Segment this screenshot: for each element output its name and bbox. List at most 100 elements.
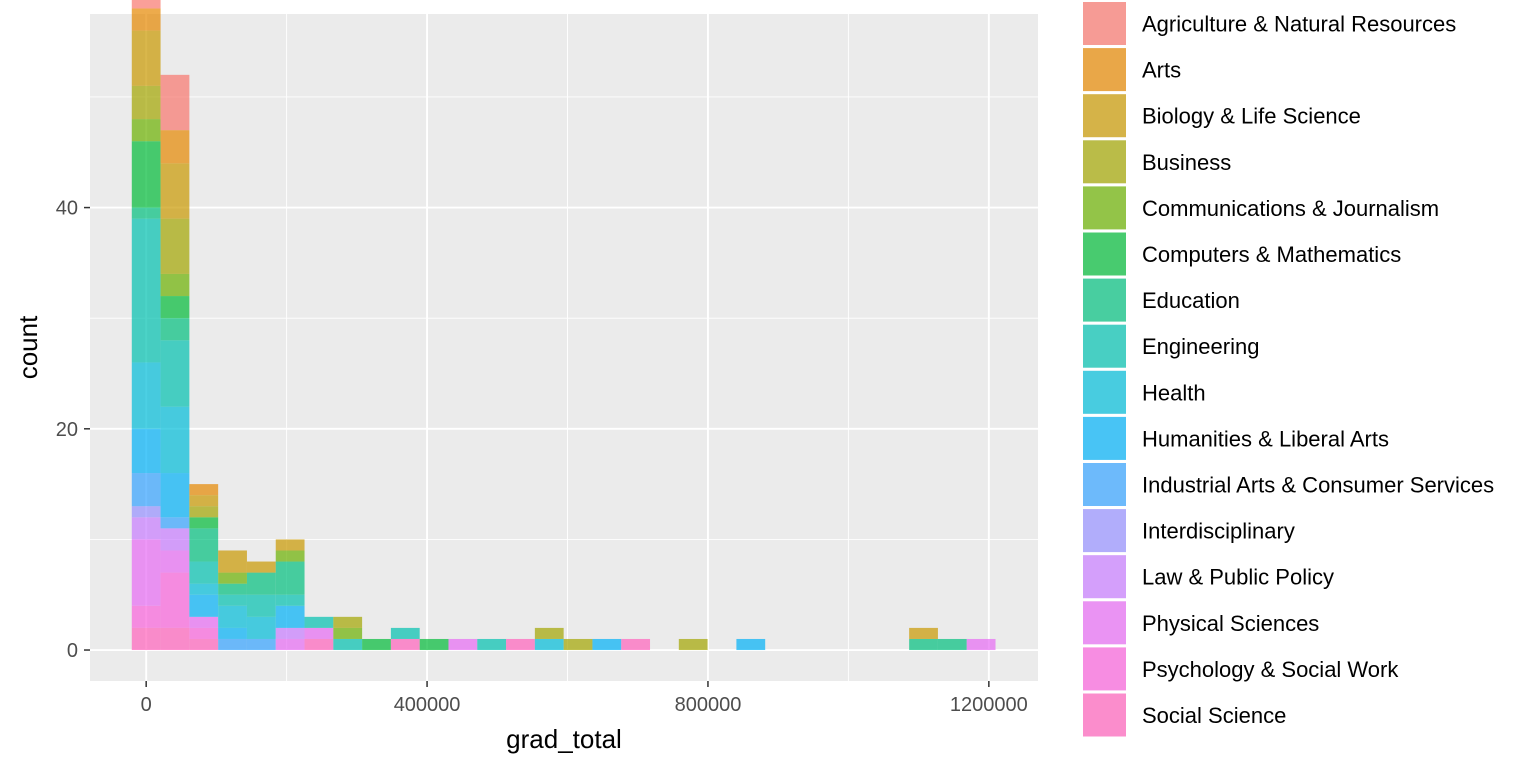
bar-segment — [131, 8, 161, 31]
legend-label: Industrial Arts & Consumer Services — [1142, 473, 1494, 498]
legend-key-swatch — [1083, 463, 1126, 506]
bar-segment — [160, 163, 190, 219]
bar-segment — [275, 539, 305, 551]
bar-segment — [218, 594, 247, 606]
bar-segment — [189, 594, 219, 617]
legend-label: Humanities & Liberal Arts — [1142, 426, 1389, 451]
bar-segment — [131, 362, 161, 429]
bar-segment — [189, 517, 219, 529]
legend-label: Communications & Journalism — [1142, 196, 1439, 221]
legend-key-swatch — [1083, 509, 1126, 553]
legend-label: Business — [1142, 150, 1231, 175]
x-tick-label: 0 — [141, 694, 152, 716]
bar-segment — [937, 638, 967, 651]
legend-label: Psychology & Social Work — [1142, 657, 1399, 682]
axes: 0 400000 800000 1200000 0 20 40 — [56, 198, 1028, 716]
legend: Agriculture & Natural Resources Arts Biolo… — [1083, 2, 1494, 737]
histogram-bars — [131, 0, 996, 651]
legend-label: Arts — [1142, 58, 1181, 83]
bar-segment — [160, 273, 190, 297]
bar-segment — [909, 627, 938, 639]
bar-segment — [909, 638, 938, 651]
bar-segment — [246, 572, 276, 595]
bar-segment — [246, 638, 276, 651]
bar-segment — [304, 616, 334, 628]
bar-segment — [218, 550, 247, 573]
y-tick-label: 0 — [67, 640, 78, 662]
bar-segment — [246, 594, 276, 617]
bar-segment — [160, 218, 190, 274]
legend-key-swatch — [1083, 324, 1126, 368]
legend-key-swatch — [1083, 2, 1126, 45]
bar-segment — [189, 638, 219, 651]
bar-segment — [534, 638, 564, 651]
bar-segment — [160, 528, 190, 551]
y-tick-label: 20 — [56, 419, 78, 441]
bar-segment — [160, 627, 190, 651]
bar-segment — [160, 572, 190, 628]
bar-segment — [160, 473, 190, 518]
bar-segment — [131, 0, 161, 9]
legend-label: Computers & Mathematics — [1142, 242, 1401, 267]
legend-key-swatch — [1083, 94, 1126, 138]
x-axis-title: grad_total — [506, 724, 622, 754]
legend-key-swatch — [1083, 278, 1126, 322]
bar-segment — [160, 318, 190, 341]
legend-label: Social Science — [1142, 703, 1286, 728]
bar-segment — [304, 627, 334, 639]
bar-segment — [621, 638, 651, 651]
bar-segment — [131, 428, 161, 474]
bar-segment — [189, 561, 219, 584]
bar-segment — [218, 638, 247, 651]
bar-segment — [189, 627, 219, 639]
legend-key-swatch — [1083, 555, 1126, 599]
x-tick-label: 800000 — [675, 694, 742, 716]
bar-segment — [333, 638, 363, 651]
bar-segment — [448, 638, 478, 651]
legend-key-swatch — [1083, 232, 1126, 276]
bar-segment — [131, 119, 161, 142]
bar-segment — [131, 85, 161, 120]
bar-segment — [275, 594, 305, 606]
bar-segment — [218, 572, 247, 584]
bar-segment — [131, 517, 161, 540]
bar-segment — [362, 638, 391, 651]
bar-segment — [218, 605, 247, 628]
legend-label: Health — [1142, 380, 1206, 405]
legend-key-swatch — [1083, 186, 1126, 230]
y-tick-label: 40 — [56, 198, 78, 220]
bar-segment — [477, 638, 507, 651]
bar-segment — [131, 218, 161, 363]
bar-segment — [131, 207, 161, 219]
bar-segment — [563, 638, 593, 651]
bar-segment — [246, 561, 276, 573]
legend-key-swatch — [1083, 647, 1126, 691]
legend-label: Physical Sciences — [1142, 611, 1319, 636]
bar-segment — [131, 141, 161, 208]
bar-segment — [304, 638, 334, 651]
bar-segment — [275, 561, 305, 595]
bar-segment — [189, 484, 219, 496]
bar-segment — [275, 605, 305, 628]
bar-segment — [275, 550, 305, 562]
y-axis-title: count — [13, 315, 43, 379]
bar-segment — [736, 638, 766, 651]
legend-key-swatch — [1083, 140, 1126, 184]
bar-segment — [189, 506, 219, 518]
bar-segment — [390, 638, 420, 651]
legend-label: Agriculture & Natural Resources — [1142, 12, 1456, 37]
bar-segment — [218, 627, 247, 639]
bar-segment — [390, 627, 420, 639]
bar-segment — [275, 638, 305, 651]
legend-key-swatch — [1083, 48, 1126, 92]
legend-label: Engineering — [1142, 334, 1259, 359]
bar-segment — [160, 550, 190, 573]
legend-label: Law & Public Policy — [1142, 565, 1334, 590]
bar-segment — [506, 638, 535, 651]
bar-segment — [333, 627, 363, 639]
bar-segment — [131, 605, 161, 628]
legend-key-swatch — [1083, 416, 1126, 460]
bar-segment — [131, 30, 161, 86]
bar-segment — [160, 340, 190, 407]
